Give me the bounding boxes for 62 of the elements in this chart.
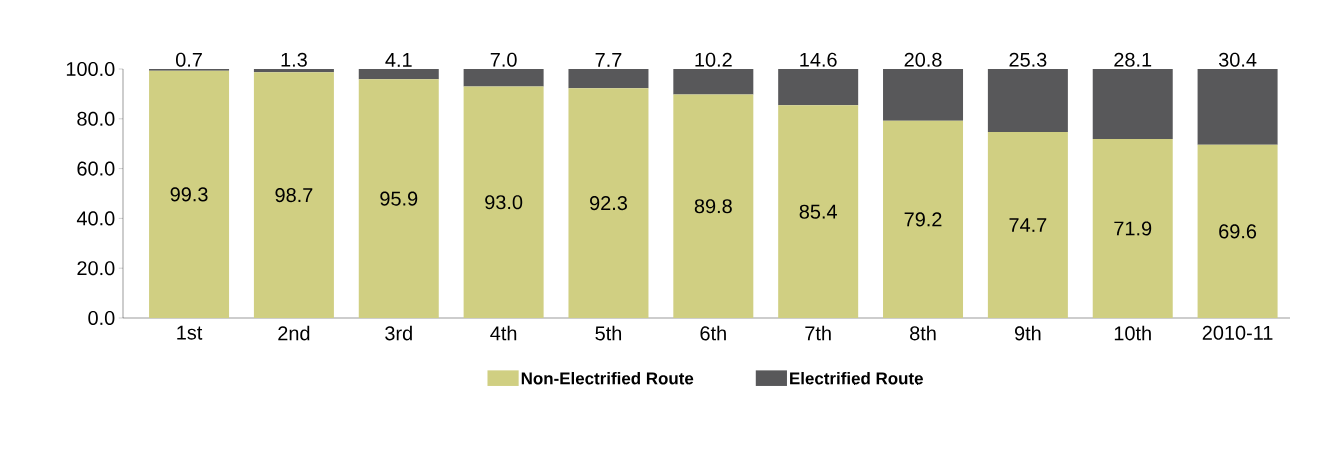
data-label: 1.3 bbox=[281, 52, 307, 67]
bar bbox=[883, 120, 964, 318]
data-label: 28.1 bbox=[1114, 52, 1152, 67]
legend-label: Electrified Route bbox=[790, 371, 923, 385]
bar bbox=[987, 131, 1068, 318]
y-tick-label: 80.0 bbox=[77, 111, 115, 126]
y-tick-label: 60.0 bbox=[77, 161, 115, 176]
data-label: 93.0 bbox=[485, 195, 523, 210]
bar bbox=[463, 69, 544, 87]
bar bbox=[568, 69, 649, 89]
bar bbox=[253, 72, 334, 318]
bar bbox=[778, 69, 859, 106]
data-label: 7.7 bbox=[595, 53, 622, 67]
data-label: 85.4 bbox=[799, 204, 837, 219]
data-label: 20.8 bbox=[904, 52, 942, 67]
bar bbox=[358, 79, 439, 318]
data-label: 10.2 bbox=[695, 52, 732, 67]
y-tick-label: 100.0 bbox=[66, 61, 115, 77]
x-tick-label: 9th bbox=[1014, 325, 1041, 341]
data-label: 79.2 bbox=[904, 212, 942, 227]
x-tick-label: 3rd bbox=[385, 325, 412, 341]
data-label: 92.3 bbox=[590, 196, 627, 211]
bar bbox=[1197, 69, 1278, 145]
data-label: 95.9 bbox=[380, 191, 418, 206]
data-label: 0.7 bbox=[175, 52, 202, 67]
data-label: 89.8 bbox=[694, 199, 732, 214]
data-label: 30.4 bbox=[1218, 52, 1257, 67]
data-label: 4.1 bbox=[385, 53, 412, 67]
data-label: 74.7 bbox=[1009, 218, 1047, 232]
bar bbox=[987, 69, 1068, 132]
data-label: 25.3 bbox=[1009, 52, 1047, 67]
x-tick-label: 8th bbox=[910, 325, 936, 341]
bar bbox=[463, 86, 544, 318]
x-tick-label: 7th bbox=[805, 325, 831, 341]
data-label: 14.6 bbox=[800, 52, 837, 67]
x-tick-label: 2010-11 bbox=[1202, 325, 1273, 340]
data-label: 71.9 bbox=[1114, 221, 1152, 236]
bar bbox=[253, 69, 334, 73]
bar bbox=[149, 70, 230, 318]
y-tick-label: 20.0 bbox=[77, 261, 115, 276]
x-tick-label: 5th bbox=[595, 325, 622, 341]
bar bbox=[778, 105, 859, 318]
bar bbox=[883, 69, 964, 121]
x-tick-label: 4th bbox=[490, 325, 517, 341]
y-tick-label: 40.0 bbox=[76, 211, 115, 226]
bar bbox=[358, 69, 439, 80]
bar bbox=[673, 69, 754, 95]
bar bbox=[673, 94, 754, 318]
bar bbox=[1092, 69, 1173, 139]
bar bbox=[1197, 144, 1278, 318]
x-tick-label: 10th bbox=[1114, 325, 1151, 341]
x-tick-label: 2nd bbox=[278, 325, 310, 341]
y-tick-label: 0.0 bbox=[88, 310, 115, 326]
x-tick-label: 6th bbox=[700, 325, 726, 341]
bar bbox=[1092, 138, 1173, 318]
data-label: 98.7 bbox=[275, 188, 313, 203]
data-label: 7.0 bbox=[490, 52, 517, 67]
x-tick-label: 1st bbox=[177, 325, 203, 340]
legend-label: Non-Electrified Route bbox=[521, 371, 694, 385]
data-label: 69.6 bbox=[1219, 224, 1257, 239]
data-label: 99.3 bbox=[170, 187, 208, 202]
bar bbox=[568, 88, 649, 318]
